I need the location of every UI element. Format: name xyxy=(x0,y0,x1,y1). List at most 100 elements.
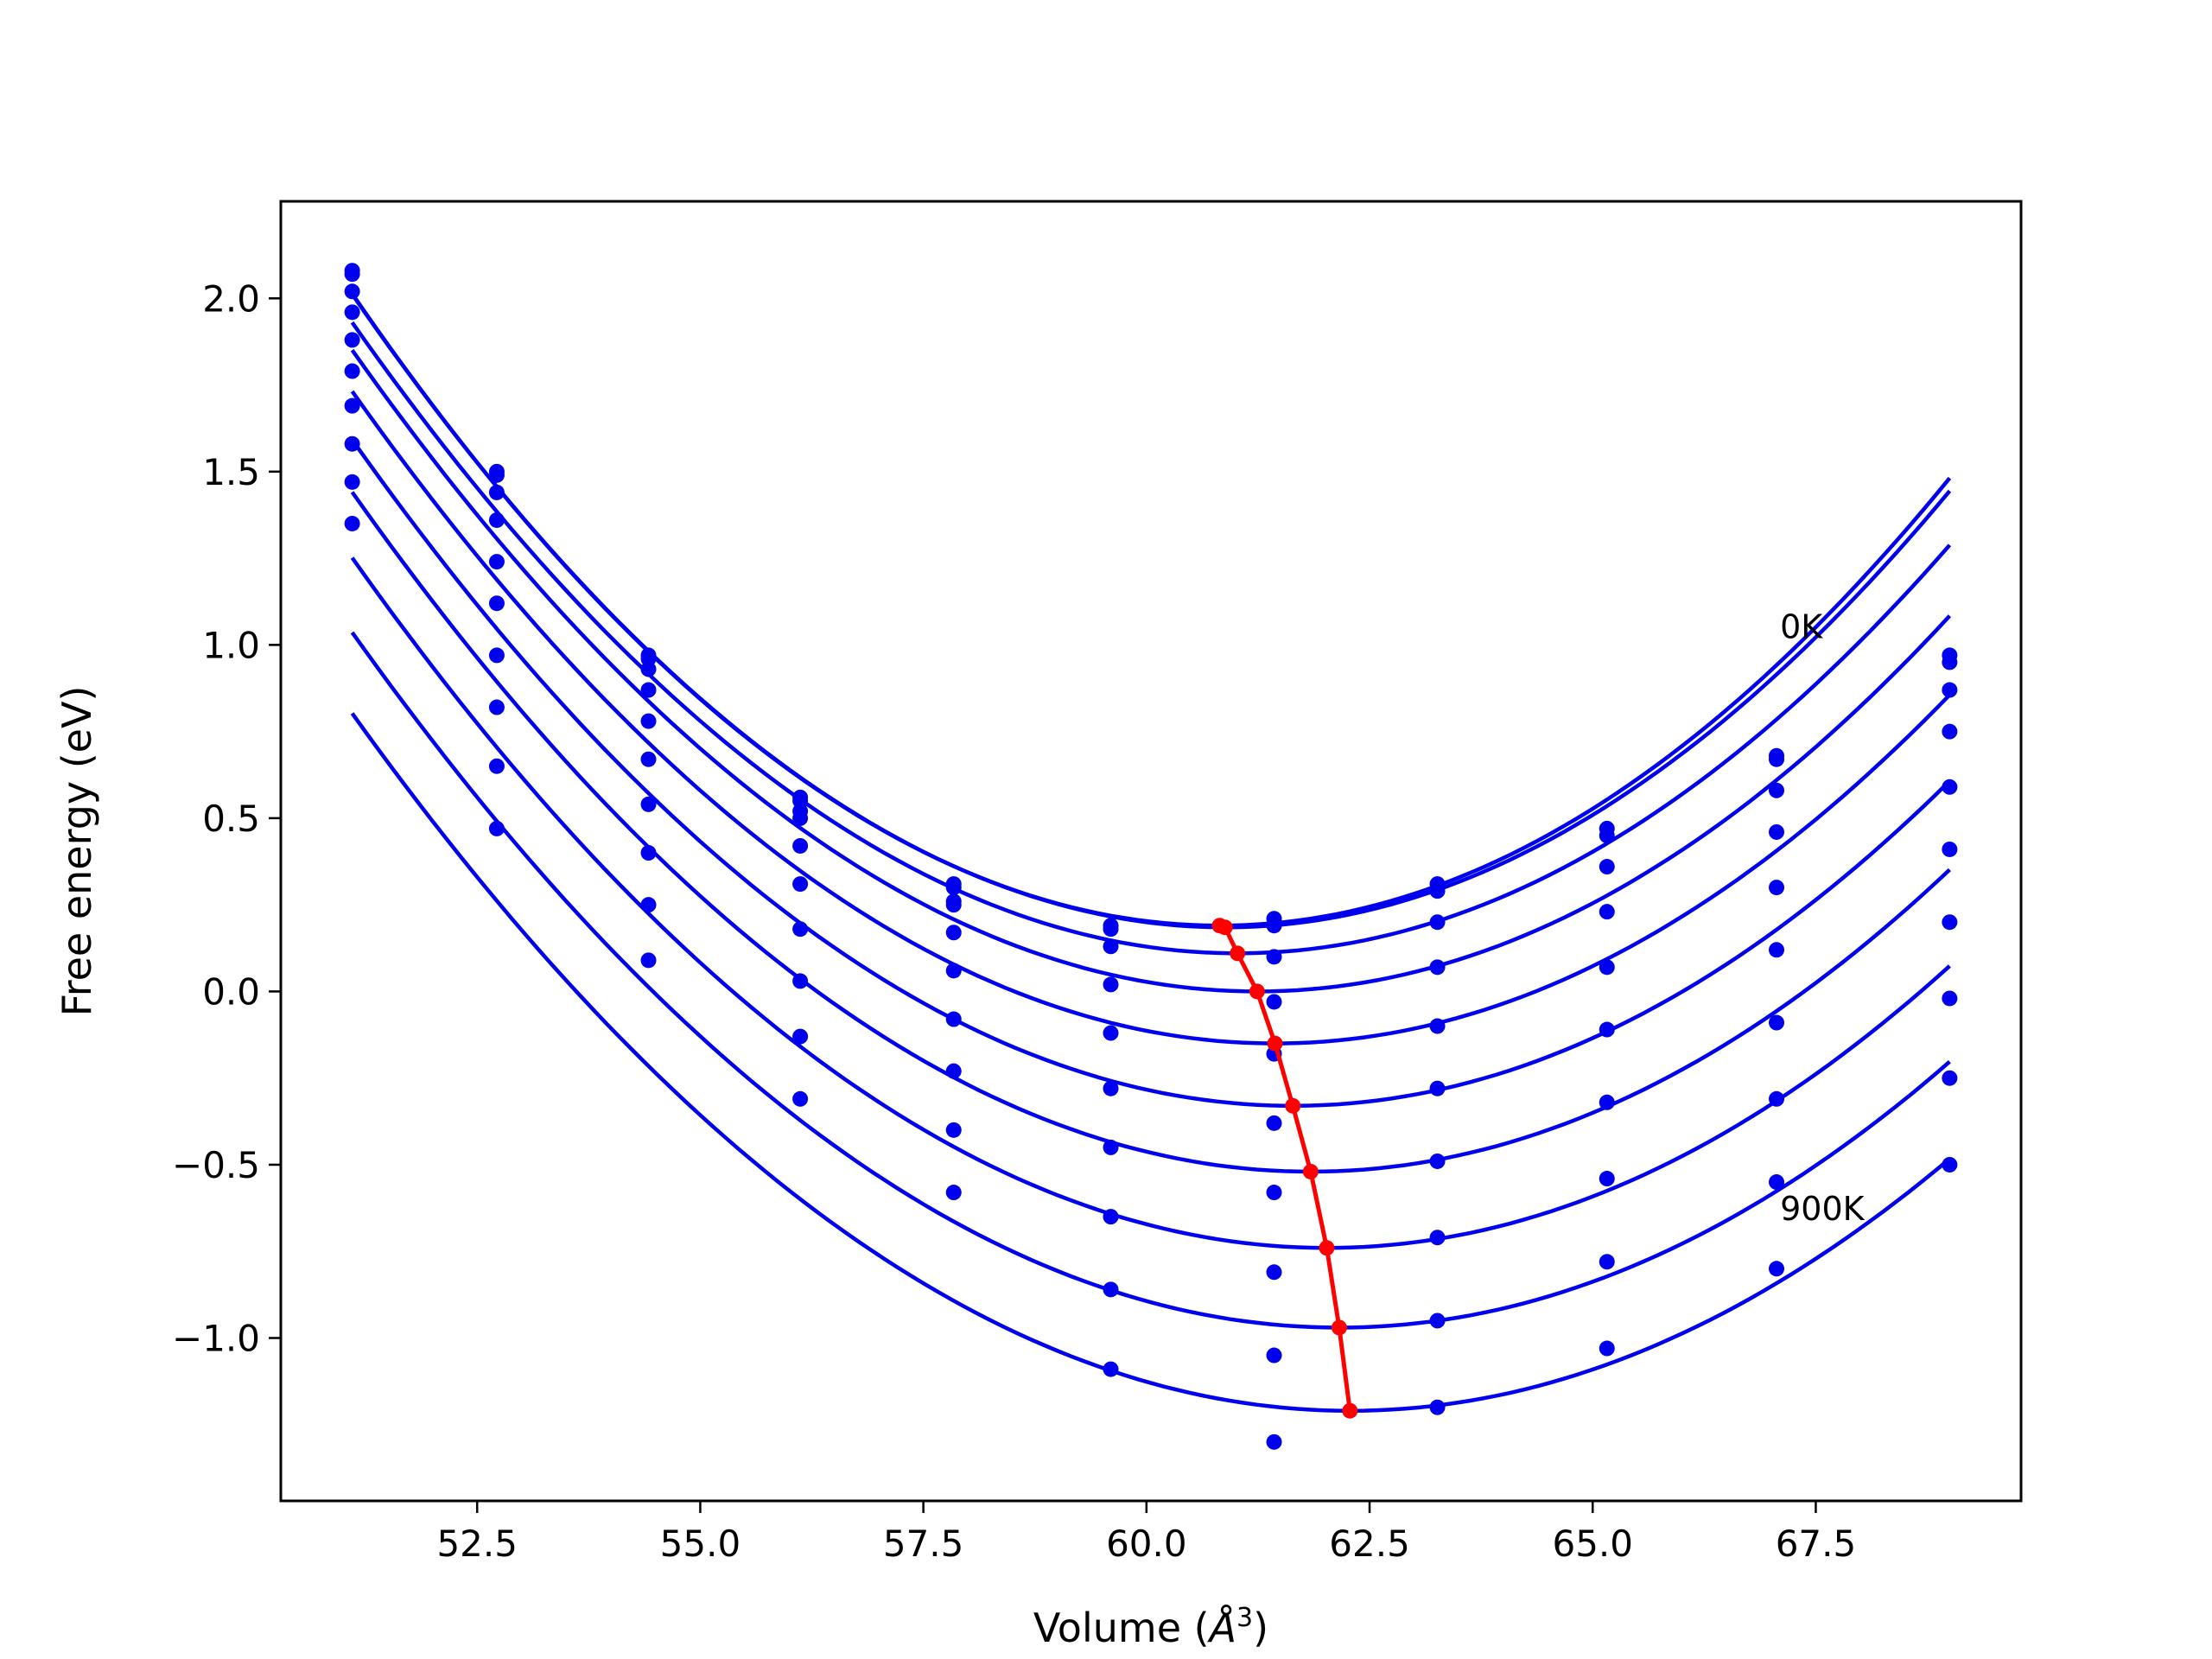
minimum-point xyxy=(1267,1035,1283,1052)
fit-curve-6 xyxy=(350,491,1951,1174)
data-point xyxy=(488,820,505,836)
minimum-line xyxy=(1218,923,1352,1412)
data-point xyxy=(1103,938,1119,955)
data-point xyxy=(488,512,505,528)
minimum-point xyxy=(1319,1240,1335,1256)
data-point xyxy=(640,897,657,913)
data-point xyxy=(488,699,505,715)
x-tick-label: 52.5 xyxy=(436,1522,518,1565)
data-point xyxy=(640,845,657,861)
data-point xyxy=(1429,1153,1446,1169)
data-point xyxy=(1769,880,1785,896)
data-point xyxy=(1769,751,1785,767)
data-point xyxy=(344,474,360,490)
data-point xyxy=(792,876,809,893)
x-axis-title-close: ) xyxy=(1253,1605,1268,1651)
data-point xyxy=(1103,1361,1119,1377)
data-point xyxy=(640,682,657,698)
data-point xyxy=(488,484,505,500)
y-tick-label: 1.5 xyxy=(202,451,260,493)
y-tick-label: −1.0 xyxy=(172,1317,260,1359)
data-point xyxy=(1942,1156,1958,1173)
data-point xyxy=(1103,976,1119,993)
fit-curve-9 xyxy=(350,712,1951,1413)
minimum-point xyxy=(1249,983,1265,1000)
data-point xyxy=(1769,942,1785,958)
data-point xyxy=(1599,827,1615,843)
minimum-point xyxy=(1342,1402,1358,1419)
data-point xyxy=(1103,1281,1119,1298)
data-point xyxy=(1266,1185,1282,1201)
data-point xyxy=(1942,841,1958,857)
x-tick-label: 55.0 xyxy=(660,1522,741,1565)
data-point xyxy=(1942,1070,1958,1086)
data-point xyxy=(792,1090,809,1107)
minimum-point xyxy=(1217,919,1233,936)
y-tick-label: 1.0 xyxy=(202,624,260,666)
data-point xyxy=(1769,782,1785,798)
data-point xyxy=(1266,949,1282,965)
axis-ticks: 52.5 55.0 57.5 60.0 62.5 65.0 67.5 2.0 1.5 1.0 0.5… xyxy=(172,277,1856,1565)
minimum-point xyxy=(1331,1319,1347,1336)
x-tick-label: 60.0 xyxy=(1106,1522,1187,1565)
y-tick-label: 0.5 xyxy=(202,798,260,840)
data-point xyxy=(640,952,657,969)
data-point xyxy=(1429,1018,1446,1034)
data-point xyxy=(945,925,962,941)
data-point xyxy=(945,1122,962,1138)
data-point xyxy=(488,758,505,774)
data-point xyxy=(945,1185,962,1201)
data-point xyxy=(945,1063,962,1079)
data-point xyxy=(1103,1139,1119,1155)
y-axis-title: Free energy (eV) xyxy=(54,686,100,1017)
data-point xyxy=(792,921,809,938)
x-axis-title-symbol: Å xyxy=(1207,1605,1236,1651)
x-axis-title-exponent: 3 xyxy=(1236,1603,1253,1633)
y-tick-label: 0.0 xyxy=(202,970,260,1013)
data-point xyxy=(1429,1230,1446,1246)
data-point xyxy=(1599,1171,1615,1187)
data-point xyxy=(1103,1025,1119,1041)
data-point xyxy=(1599,959,1615,976)
data-point xyxy=(1266,994,1282,1010)
data-point xyxy=(1266,1115,1282,1131)
data-point xyxy=(1769,1014,1785,1031)
data-point xyxy=(344,283,360,300)
data-point xyxy=(640,796,657,812)
data-point xyxy=(344,263,360,279)
fit-curve-1 xyxy=(350,293,1952,930)
temperature-annotation: 0K xyxy=(1780,607,1823,645)
data-point xyxy=(488,554,505,570)
data-point xyxy=(1942,914,1958,931)
fit-curve-4 xyxy=(350,390,1952,1046)
x-axis-title-main: Volume ( xyxy=(1033,1605,1210,1651)
data-point xyxy=(344,435,360,452)
data-point xyxy=(945,897,962,913)
fit-curve-5 xyxy=(350,438,1951,1109)
data-point xyxy=(792,810,809,826)
y-tick-label: −0.5 xyxy=(172,1144,260,1186)
data-point xyxy=(1942,654,1958,671)
data-point xyxy=(1103,921,1119,938)
minimum-point xyxy=(1285,1097,1301,1114)
data-point xyxy=(344,363,360,379)
data-point xyxy=(344,304,360,321)
data-point xyxy=(1942,682,1958,698)
data-point xyxy=(1429,1399,1446,1415)
data-point xyxy=(945,963,962,979)
x-tick-label: 57.5 xyxy=(883,1522,964,1565)
fit-curve-2 xyxy=(350,321,1952,956)
data-point xyxy=(1429,914,1446,931)
data-point xyxy=(1769,1174,1785,1191)
data-point xyxy=(1266,918,1282,934)
data-point xyxy=(792,973,809,989)
x-tick-label: 62.5 xyxy=(1329,1522,1410,1565)
plot-content: 0K 900K xyxy=(344,263,1958,1450)
data-point xyxy=(1769,1261,1785,1277)
x-axis-title: Volume (Å3) xyxy=(1033,1603,1268,1651)
data-point xyxy=(1266,1264,1282,1281)
data-point xyxy=(1942,723,1958,740)
data-point xyxy=(344,397,360,414)
data-point xyxy=(1429,1080,1446,1096)
minimum-point xyxy=(1230,945,1246,962)
